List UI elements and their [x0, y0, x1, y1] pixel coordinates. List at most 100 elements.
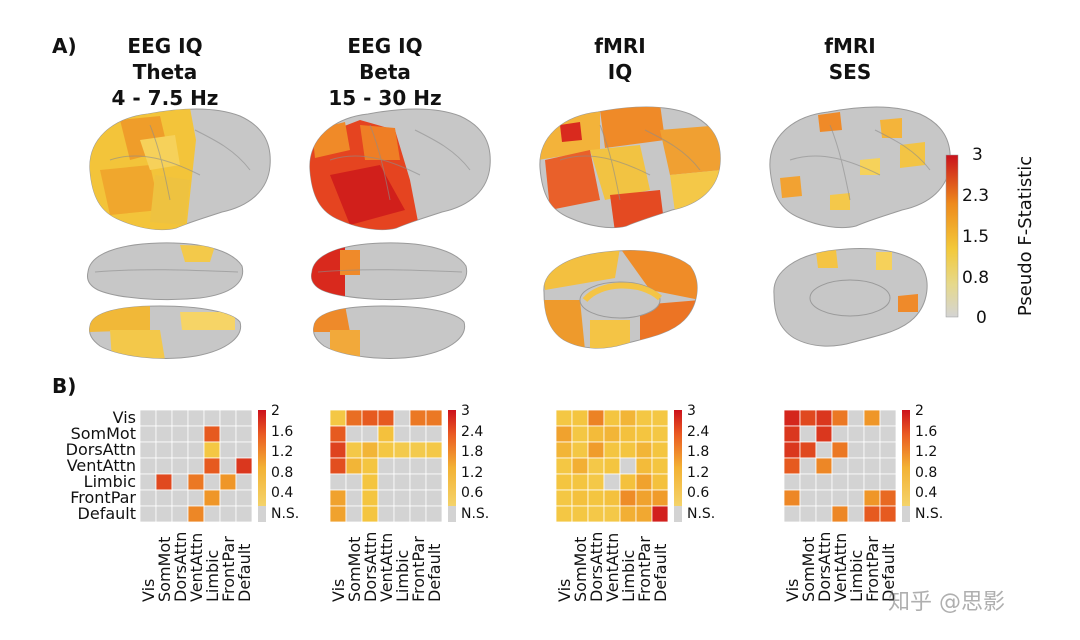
matrix-cell	[329, 425, 347, 443]
matrix-cell	[155, 473, 173, 491]
matrix-cell	[863, 489, 881, 507]
matrix-cell	[409, 409, 427, 427]
matrix-cell	[635, 489, 653, 507]
matrix-cell	[555, 473, 573, 491]
matrix-cell	[815, 505, 833, 523]
matrix-cell	[203, 489, 221, 507]
matrix-cell	[651, 457, 669, 475]
brain-bottom-eeg-beta	[313, 305, 466, 359]
brain-colorbar	[945, 154, 959, 318]
matrix-colorbar-tick: 1.2	[461, 464, 484, 481]
matrix-cell	[219, 489, 237, 507]
matrix-colorbar-ns	[258, 506, 266, 522]
matrix-colorbar-tick: 0.4	[271, 485, 294, 501]
matrix-cell	[571, 441, 589, 459]
matrix-cell	[235, 457, 253, 475]
matrix-cell	[587, 505, 605, 523]
matrix-cell	[815, 473, 833, 491]
brain-colorbar-tick: 2.3	[962, 186, 990, 206]
matrix-cell	[831, 473, 849, 491]
matrix-cell	[831, 409, 849, 427]
matrix-cell	[815, 441, 833, 459]
matrix-cell	[139, 457, 157, 475]
matrix-3	[783, 409, 897, 523]
matrix-cell	[393, 457, 411, 475]
matrix-cell	[815, 457, 833, 475]
matrix-cell	[815, 409, 833, 427]
matrix-cell	[203, 425, 221, 443]
matrix-cell	[651, 441, 669, 459]
matrix-cell	[815, 489, 833, 507]
matrix-colorbar-tick: N.S.	[461, 505, 490, 522]
matrix-cell	[329, 505, 347, 523]
matrix-cell	[409, 425, 427, 443]
matrix-cell	[393, 425, 411, 443]
matrix-cell	[783, 473, 801, 491]
matrix-cell	[603, 473, 621, 491]
matrix-cell	[847, 473, 865, 491]
brain-top-eeg-beta	[311, 242, 468, 301]
matrix-cell	[863, 457, 881, 475]
matrix-cell	[555, 505, 573, 523]
matrix-cell	[409, 457, 427, 475]
matrix-cell	[619, 425, 637, 443]
matrix-cell	[155, 409, 173, 427]
matrix-cell	[783, 489, 801, 507]
matrix-cell	[783, 505, 801, 523]
matrix-cell	[603, 489, 621, 507]
matrix-cell	[235, 441, 253, 459]
matrix-cell	[879, 441, 897, 459]
matrix-cell	[425, 441, 443, 459]
matrix-cell	[603, 457, 621, 475]
matrix-cell	[377, 425, 395, 443]
matrix-colorbar-tick: 1.2	[687, 464, 710, 481]
matrix-cell	[377, 441, 395, 459]
matrix-cell	[345, 505, 363, 523]
matrix-cell	[619, 505, 637, 523]
matrix-cell	[235, 473, 253, 491]
matrix-cell	[635, 505, 653, 523]
matrix-cell	[587, 489, 605, 507]
matrix-cell	[203, 473, 221, 491]
matrix-cell	[393, 473, 411, 491]
matrix-colorbar-tick: 2.4	[461, 423, 484, 440]
matrix-colorbar-tick: 1.6	[915, 423, 938, 440]
matrix-cell	[187, 441, 205, 459]
matrix-cell	[361, 409, 379, 427]
brain-lateral-eeg-theta	[89, 108, 271, 231]
matrix-cell	[345, 425, 363, 443]
matrix-cell	[139, 489, 157, 507]
matrix-cell	[203, 505, 221, 523]
matrix-cell	[555, 441, 573, 459]
brain-top-eeg-theta	[87, 242, 244, 301]
matrix-cell	[393, 489, 411, 507]
matrix-cell	[235, 505, 253, 523]
matrix-cell	[879, 505, 897, 523]
matrix-cell	[409, 473, 427, 491]
matrix-cell	[879, 473, 897, 491]
matrix-cell	[361, 505, 379, 523]
matrix-colorbar-tick: N.S.	[271, 505, 300, 522]
matrix-cell	[571, 489, 589, 507]
matrix-cell	[377, 489, 395, 507]
matrix-colorbar-tick: 1.2	[271, 444, 294, 460]
matrix-colorbar-tick: 3	[687, 403, 696, 419]
matrix-cell	[409, 489, 427, 507]
matrix-cell	[587, 409, 605, 427]
matrix-cell	[377, 457, 395, 475]
panel-b-label: B)	[52, 374, 77, 398]
column-label: Default	[651, 543, 670, 602]
matrix-cell	[571, 505, 589, 523]
matrix-1	[329, 409, 443, 523]
matrix-cell	[393, 441, 411, 459]
matrix-cell	[219, 473, 237, 491]
matrix-cell	[171, 505, 189, 523]
matrix-cell	[831, 441, 849, 459]
matrix-cell	[345, 441, 363, 459]
matrix-cell	[587, 425, 605, 443]
matrix-cell	[847, 441, 865, 459]
matrix-cell	[651, 473, 669, 491]
matrix-cell	[555, 457, 573, 475]
